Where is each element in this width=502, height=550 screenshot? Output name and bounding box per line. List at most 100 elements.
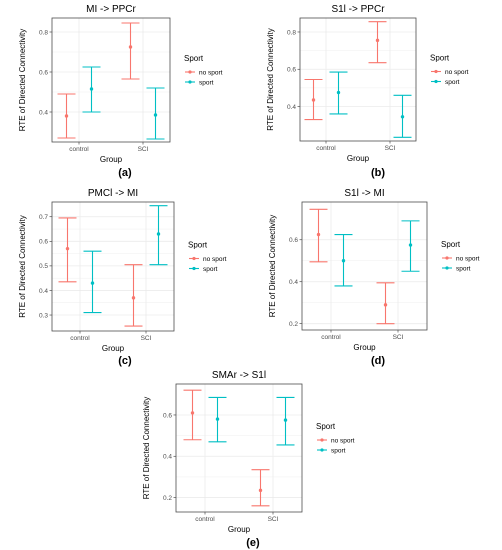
legend-title: Sport xyxy=(188,241,208,250)
error-bar xyxy=(393,94,412,138)
chart-title: S1l -> PPCr xyxy=(331,4,385,15)
y-tick-label: 0.6 xyxy=(287,67,296,74)
error-bar xyxy=(401,220,420,272)
y-tick-label: 0.8 xyxy=(287,29,296,36)
x-tick-label: SCI xyxy=(393,334,404,341)
plot-background xyxy=(52,18,170,142)
y-tick-label: 0.8 xyxy=(39,29,48,36)
error-bar xyxy=(183,389,202,441)
plot-background xyxy=(302,202,427,330)
y-tick-label: 0.4 xyxy=(163,454,172,461)
y-axis-label: RTE of Directed Connectivity xyxy=(18,215,27,318)
x-tick-label: control xyxy=(321,334,341,341)
error-bar xyxy=(58,217,77,283)
x-axis-label: Group xyxy=(100,155,123,164)
mean-point xyxy=(311,98,316,102)
x-tick-label: control xyxy=(69,146,89,153)
y-tick-label: 0.4 xyxy=(289,279,298,286)
chart-panel: 0.4 0.6 0.8 control SCI MI -> PPCr Group RTE of… xyxy=(18,4,223,179)
subfigure-label: (c) xyxy=(118,355,132,367)
mean-point xyxy=(316,232,321,237)
chart-title: PMCl -> MI xyxy=(88,188,138,199)
y-tick-label: 0.2 xyxy=(163,495,172,502)
plot-background xyxy=(52,202,174,331)
mean-point xyxy=(408,243,413,247)
x-axis-label: Group xyxy=(228,525,251,534)
y-axis-label: RTE of Directed Connectivity xyxy=(266,28,275,131)
subfigure-label: (d) xyxy=(371,355,385,367)
x-tick-label: SCI xyxy=(138,146,149,153)
legend-entry: no sport xyxy=(203,256,227,263)
chart-panel: 0.4 0.6 0.8 control SCI S1l -> PPCr Group RTE o… xyxy=(266,4,469,179)
legend: Sport no sport sport xyxy=(430,54,469,86)
legend: Sport no sport sport xyxy=(441,240,480,272)
error-bar xyxy=(329,71,348,115)
error-bar xyxy=(309,208,328,263)
plot-border xyxy=(301,201,428,331)
legend-entry: no sport xyxy=(456,255,480,262)
x-tick-label: control xyxy=(316,145,336,152)
error-bar xyxy=(57,93,76,139)
y-tick-label: 0.4 xyxy=(39,288,48,295)
y-tick-label: 0.3 xyxy=(39,312,48,319)
legend-key-point xyxy=(445,256,449,260)
legend-key-point xyxy=(188,70,192,74)
y-tick-label: 0.5 xyxy=(39,263,48,270)
legend-entry: sport xyxy=(456,265,471,272)
mean-point xyxy=(153,113,158,117)
x-axis-label: Group xyxy=(102,344,125,353)
mean-point xyxy=(90,281,95,285)
legend-key-point xyxy=(320,448,324,452)
legend-entry: sport xyxy=(331,447,346,454)
legend: Sport no sport sport xyxy=(184,54,223,86)
plot-border xyxy=(175,383,303,513)
legend-key-point xyxy=(445,266,449,270)
chart-panel: 0.2 0.4 0.6 control SCI S1l -> MI Group RTE of … xyxy=(268,188,480,367)
mean-point xyxy=(89,87,94,91)
legend: Sport no sport sport xyxy=(316,422,355,454)
x-tick-label: SCI xyxy=(141,335,152,342)
legend-title: Sport xyxy=(184,54,204,63)
chart-panel: 0.2 0.4 0.6 control SCI SMAr -> S1l Group RTE o… xyxy=(142,370,355,549)
error-bar xyxy=(251,469,270,507)
error-bar xyxy=(82,66,101,113)
chart-title: S1l -> MI xyxy=(344,188,384,199)
mean-point xyxy=(341,259,346,263)
y-axis-label: RTE of Directed Connectivity xyxy=(18,29,27,132)
mean-point xyxy=(156,232,161,236)
plot-border xyxy=(51,201,175,332)
error-bar xyxy=(146,87,165,140)
mean-point xyxy=(375,38,380,43)
plot-background xyxy=(176,384,302,512)
error-bar xyxy=(276,396,295,446)
plot-border xyxy=(51,17,171,143)
y-tick-label: 0.6 xyxy=(163,412,172,419)
error-bar xyxy=(83,250,102,314)
legend-entry: sport xyxy=(445,79,460,86)
legend-key-point xyxy=(434,69,438,74)
y-tick-label: 0.6 xyxy=(39,69,48,76)
mean-point xyxy=(190,411,195,415)
y-tick-label: 0.4 xyxy=(287,104,296,111)
y-tick-label: 0.6 xyxy=(39,239,48,246)
legend-entry: no sport xyxy=(199,69,223,76)
y-tick-label: 0.6 xyxy=(289,237,298,244)
x-tick-label: control xyxy=(195,516,215,523)
mean-point xyxy=(400,115,405,119)
mean-point xyxy=(215,417,220,421)
legend-title: Sport xyxy=(441,240,461,249)
legend-key-point xyxy=(188,80,192,84)
error-bar xyxy=(304,78,323,121)
legend-key-point xyxy=(192,256,196,261)
y-tick-label: 0.2 xyxy=(289,321,298,328)
mean-point xyxy=(336,90,341,95)
subfigure-label: (e) xyxy=(246,537,260,549)
legend-key-point xyxy=(434,79,438,84)
mean-point xyxy=(128,45,133,49)
y-axis-label: RTE of Directed Connectivity xyxy=(142,397,151,500)
error-bar xyxy=(121,22,140,80)
error-bar xyxy=(208,396,227,443)
x-tick-label: control xyxy=(70,335,90,342)
legend-key-point xyxy=(320,438,324,442)
